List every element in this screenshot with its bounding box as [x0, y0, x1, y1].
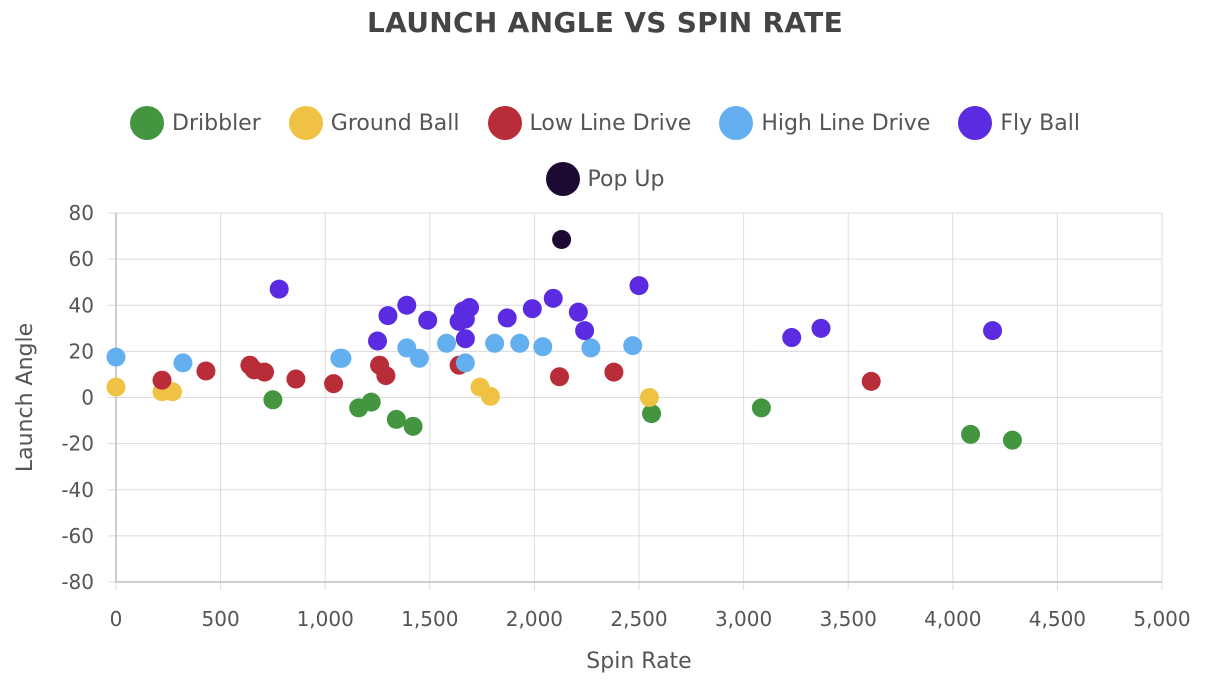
- x-axis-title: Spin Rate: [586, 649, 691, 674]
- legend-label: Low Line Drive: [529, 110, 692, 136]
- low-line-drive-point: [550, 367, 570, 387]
- y-tick-label: 40: [69, 293, 94, 317]
- dribbler-point: [263, 390, 283, 410]
- dribbler-point: [961, 424, 981, 444]
- low-line-drive-point: [196, 361, 216, 381]
- high-line-drive-point: [173, 353, 193, 373]
- fly-ball-point: [397, 295, 417, 315]
- y-tick-label: -20: [61, 432, 94, 456]
- legend-label: High Line Drive: [761, 110, 931, 136]
- x-tick-label: 0: [110, 607, 123, 631]
- legend-item-pop-up[interactable]: Pop Up: [545, 162, 665, 196]
- legend-label: Pop Up: [587, 166, 665, 192]
- y-tick-label: -80: [61, 570, 94, 594]
- dribbler-point: [361, 392, 381, 412]
- fly-ball-point: [378, 306, 398, 326]
- legend-item-fly-ball[interactable]: Fly Ball: [958, 106, 1080, 140]
- ground-ball-point: [480, 386, 500, 406]
- legend-item-low-line-drive[interactable]: Low Line Drive: [487, 106, 692, 140]
- legend-label: Ground Ball: [330, 110, 460, 136]
- x-tick-label: 5,000: [1133, 607, 1190, 631]
- y-tick-label: -60: [61, 524, 94, 548]
- high-line-drive-point: [397, 338, 417, 358]
- high-line-drive-point: [437, 333, 457, 353]
- x-tick-label: 2,500: [610, 607, 667, 631]
- dribbler-point: [1002, 430, 1022, 450]
- low-line-drive-point: [861, 371, 881, 391]
- legend-swatch: [719, 106, 754, 140]
- fly-ball-point: [568, 302, 588, 322]
- legend-swatch: [545, 162, 580, 196]
- legend-swatch: [288, 106, 323, 140]
- legend-item-dribbler[interactable]: Dribbler: [130, 106, 261, 140]
- legend-swatch: [130, 106, 165, 140]
- pop-up-point: [552, 230, 572, 250]
- legend-item-ground-ball[interactable]: Ground Ball: [288, 106, 460, 140]
- y-tick-label: 80: [69, 201, 94, 225]
- x-tick-label: 3,000: [715, 607, 772, 631]
- low-line-drive-point: [324, 374, 344, 394]
- fly-ball-point: [455, 329, 475, 349]
- legend-swatch: [958, 106, 993, 140]
- fly-ball-point: [782, 328, 802, 348]
- y-tick-label: 0: [81, 386, 94, 410]
- ground-ball-point: [639, 388, 659, 407]
- low-line-drive-point: [286, 369, 306, 389]
- legend: Dribbler Ground Ball Low Line Drive High Li…: [0, 106, 1210, 140]
- legend-swatch: [487, 106, 522, 140]
- dribbler-point: [386, 409, 406, 429]
- dribbler-point: [642, 404, 662, 424]
- x-tick-label: 500: [202, 607, 240, 631]
- dribbler-point: [403, 416, 423, 436]
- low-line-drive-point: [152, 370, 172, 390]
- high-line-drive-point: [510, 333, 530, 353]
- fly-ball-point: [543, 288, 563, 308]
- legend-continued: Pop Up: [0, 162, 1210, 196]
- y-tick-label: 60: [69, 247, 94, 271]
- grid: [108, 212, 1163, 590]
- high-line-drive-point: [106, 347, 126, 367]
- legend-item-high-line-drive[interactable]: High Line Drive: [719, 106, 930, 140]
- x-tick-label: 1,500: [401, 607, 458, 631]
- fly-ball-point: [460, 298, 480, 318]
- high-line-drive-point: [533, 337, 553, 357]
- fly-ball-point: [575, 321, 595, 341]
- x-tick-label: 4,500: [1029, 607, 1086, 631]
- fly-ball-point: [983, 321, 1003, 341]
- high-line-drive-point: [332, 348, 352, 368]
- x-tick-label: 3,500: [820, 607, 877, 631]
- high-line-drive-point: [409, 348, 429, 368]
- fly-ball-point: [629, 276, 649, 296]
- fly-ball-point: [497, 308, 517, 328]
- fly-ball-point: [811, 318, 831, 338]
- high-line-drive-point: [581, 338, 601, 358]
- legend-label: Dribbler: [172, 110, 261, 136]
- x-tick-label: 1,000: [297, 607, 354, 631]
- fly-ball-point: [418, 310, 438, 330]
- x-tick-label: 4,000: [924, 607, 981, 631]
- fly-ball-point: [269, 279, 289, 299]
- high-line-drive-point: [455, 353, 475, 373]
- dribbler-point: [751, 398, 771, 418]
- legend-label: Fly Ball: [1000, 110, 1080, 136]
- chart-title: LAUNCH ANGLE VS SPIN RATE: [366, 6, 843, 39]
- fly-ball-point: [368, 331, 387, 351]
- low-line-drive-point: [255, 362, 275, 382]
- x-tick-label: 2,000: [506, 607, 563, 631]
- y-tick-label: 20: [69, 339, 94, 363]
- high-line-drive-point: [485, 333, 505, 353]
- low-line-drive-point: [376, 366, 396, 386]
- ground-ball-point: [106, 377, 126, 397]
- y-tick-label: -40: [61, 478, 94, 502]
- fly-ball-point: [522, 299, 542, 319]
- high-line-drive-point: [623, 336, 643, 356]
- low-line-drive-point: [604, 362, 624, 382]
- y-axis-title: Launch Angle: [13, 323, 38, 472]
- data-points: [106, 230, 1022, 450]
- tick-labels: 0 500 1,000 1,500 2,000 2,500 3,000 3,500 4,000 4…: [61, 201, 1190, 631]
